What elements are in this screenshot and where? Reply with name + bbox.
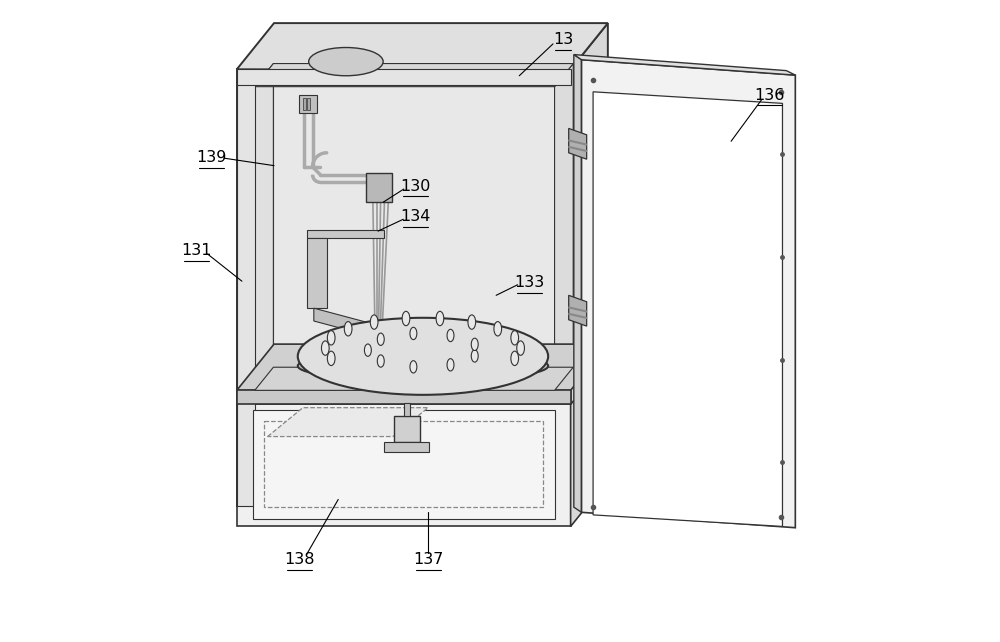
Ellipse shape xyxy=(468,315,476,329)
Ellipse shape xyxy=(327,331,335,345)
Bar xyxy=(307,98,310,110)
Ellipse shape xyxy=(402,311,410,325)
Text: 13: 13 xyxy=(553,32,573,48)
Ellipse shape xyxy=(471,338,478,351)
Polygon shape xyxy=(237,390,571,404)
Bar xyxy=(303,98,306,110)
Bar xyxy=(404,403,410,416)
Ellipse shape xyxy=(344,322,352,336)
Ellipse shape xyxy=(494,322,502,336)
Bar xyxy=(237,69,571,85)
Text: 139: 139 xyxy=(196,150,226,165)
Polygon shape xyxy=(237,23,608,69)
Ellipse shape xyxy=(410,327,417,340)
Polygon shape xyxy=(314,308,410,347)
Text: 134: 134 xyxy=(400,209,430,225)
Polygon shape xyxy=(582,60,795,528)
Polygon shape xyxy=(571,358,608,526)
Text: 138: 138 xyxy=(284,552,315,568)
Ellipse shape xyxy=(436,311,444,325)
Ellipse shape xyxy=(377,333,384,345)
Polygon shape xyxy=(555,64,573,390)
Polygon shape xyxy=(569,128,587,159)
Polygon shape xyxy=(574,55,582,512)
Polygon shape xyxy=(255,64,573,87)
Ellipse shape xyxy=(370,315,378,329)
Polygon shape xyxy=(273,64,573,367)
Ellipse shape xyxy=(410,361,417,373)
Bar xyxy=(299,95,317,113)
Ellipse shape xyxy=(327,351,335,365)
Polygon shape xyxy=(237,404,571,526)
Ellipse shape xyxy=(511,331,519,345)
Bar xyxy=(307,230,384,238)
Ellipse shape xyxy=(377,355,384,367)
Ellipse shape xyxy=(298,318,548,395)
Polygon shape xyxy=(255,64,273,390)
Text: 131: 131 xyxy=(182,243,212,258)
Text: 130: 130 xyxy=(400,178,430,194)
Ellipse shape xyxy=(511,351,519,365)
Text: 133: 133 xyxy=(514,275,545,290)
Ellipse shape xyxy=(364,344,371,356)
Bar xyxy=(253,410,555,519)
Bar xyxy=(307,238,327,308)
Polygon shape xyxy=(574,55,795,75)
Ellipse shape xyxy=(447,329,454,342)
Bar xyxy=(384,442,429,452)
Ellipse shape xyxy=(447,359,454,371)
Polygon shape xyxy=(571,23,608,506)
Polygon shape xyxy=(569,295,587,326)
Ellipse shape xyxy=(309,48,383,76)
Polygon shape xyxy=(237,344,608,390)
Polygon shape xyxy=(237,69,571,506)
Text: 137: 137 xyxy=(413,552,443,568)
Bar xyxy=(366,173,392,202)
Ellipse shape xyxy=(517,341,524,355)
Polygon shape xyxy=(255,367,573,390)
Bar xyxy=(394,416,420,442)
Ellipse shape xyxy=(471,350,478,362)
Bar xyxy=(237,69,255,506)
Polygon shape xyxy=(268,408,428,437)
Text: 136: 136 xyxy=(754,87,785,103)
Ellipse shape xyxy=(321,341,329,355)
Bar xyxy=(264,421,543,507)
Polygon shape xyxy=(593,92,782,526)
Ellipse shape xyxy=(298,351,548,381)
